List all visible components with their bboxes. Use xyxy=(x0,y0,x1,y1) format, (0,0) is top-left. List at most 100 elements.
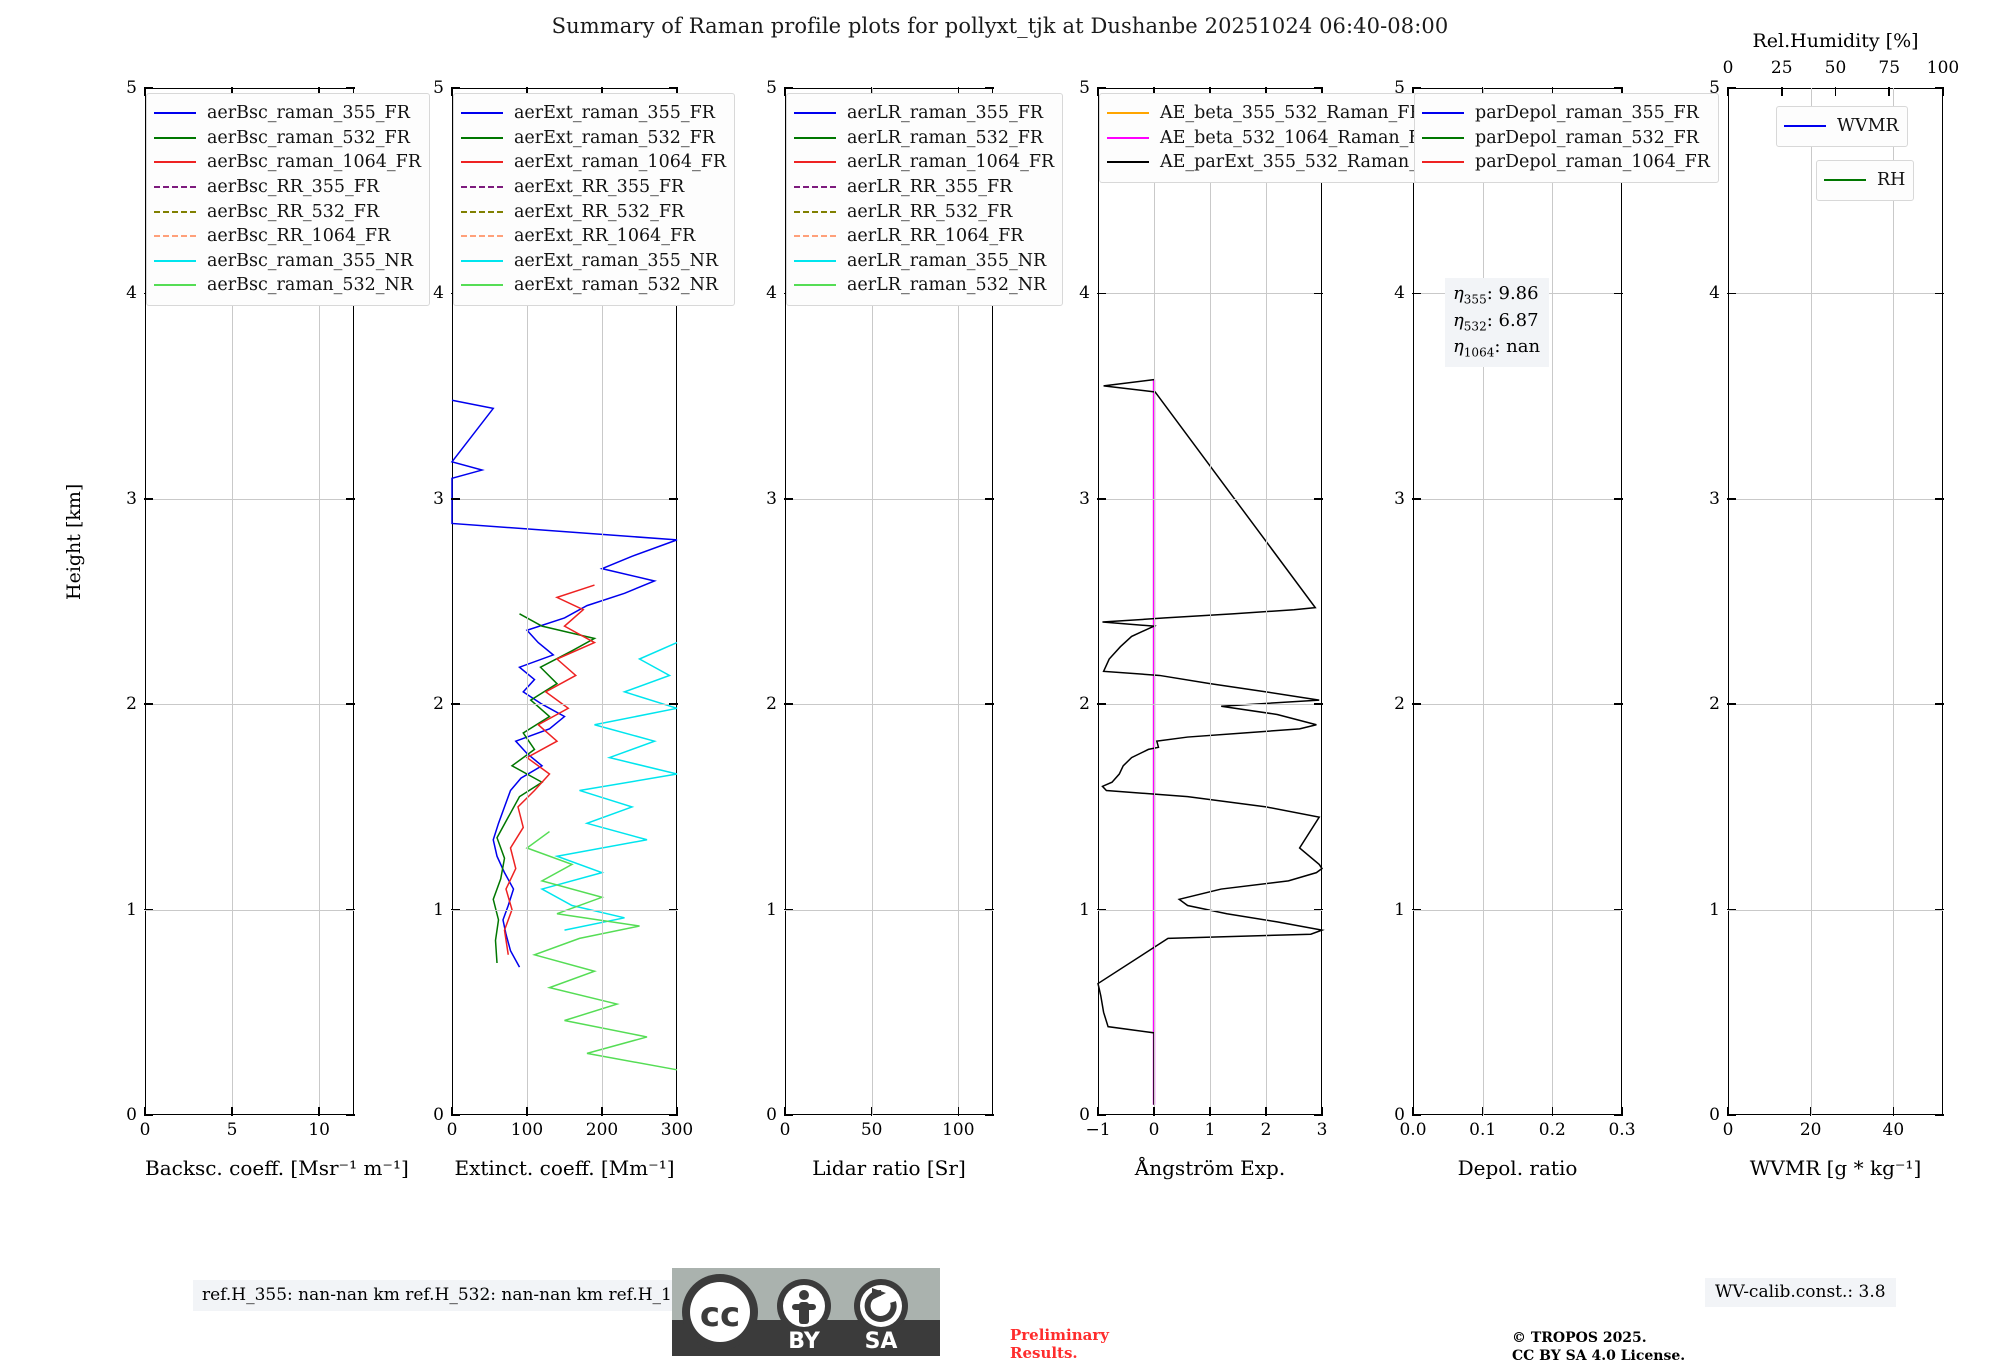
y-axis-tick xyxy=(1412,498,1421,500)
legend-item[interactable]: aerExt_raman_532_FR xyxy=(461,126,726,151)
legend-item[interactable]: aerExt_RR_1064_FR xyxy=(461,224,726,249)
legend-item[interactable]: aerExt_RR_532_FR xyxy=(461,199,726,224)
legend-item[interactable]: aerExt_raman_355_NR xyxy=(461,249,726,274)
y-axis-tick xyxy=(1614,498,1623,500)
gridline-horizontal xyxy=(1728,498,1943,500)
y-axis-tick xyxy=(1727,87,1736,89)
y-axis-tick xyxy=(451,703,460,705)
gridline-vertical xyxy=(1893,88,1895,1115)
legend-label: parDepol_raman_1064_FR xyxy=(1475,152,1710,173)
legend-item[interactable]: aerBsc_RR_532_FR xyxy=(154,199,421,224)
legend-label: aerBsc_RR_532_FR xyxy=(207,201,380,222)
gridline-vertical xyxy=(602,88,603,1115)
legend-item[interactable]: parDepol_raman_1064_FR xyxy=(1422,150,1710,175)
legend-line-swatch xyxy=(794,284,836,287)
cc-sa-label: SA xyxy=(865,1329,898,1354)
y-axis-tick-label: 0 xyxy=(1394,1105,1405,1125)
legend-item[interactable]: aerBsc_RR_355_FR xyxy=(154,175,421,200)
y-axis-tick-label: 1 xyxy=(766,899,777,920)
y-axis-tick-label: 1 xyxy=(1394,899,1405,920)
gridline-vertical xyxy=(1210,88,1211,1115)
panel-extinction: Extinct. coeff. [Mm⁻¹] 0 1 2 3 4 5 0 100 200 300 a… xyxy=(433,78,736,1180)
x-axis-tick-top xyxy=(870,87,873,96)
legend-line-swatch xyxy=(1784,125,1826,128)
legend-angstrom[interactable]: AE_beta_355_532_Raman_FR AE_beta_532_1064… xyxy=(1099,93,1453,183)
legend-item[interactable]: parDepol_raman_355_FR xyxy=(1422,101,1710,126)
y-axis-tick xyxy=(1097,908,1106,911)
legend-item[interactable]: aerExt_raman_532_NR xyxy=(461,273,726,298)
legend-label: aerLR_raman_1064_FR xyxy=(847,152,1055,173)
legend-item[interactable]: RH xyxy=(1824,168,1905,193)
y-axis-tick xyxy=(1935,908,1944,911)
y-axis-tick xyxy=(144,703,153,705)
y-axis-tick-label: 0 xyxy=(766,1105,777,1125)
y-axis-tick-label: 0 xyxy=(1079,1105,1090,1125)
gridline-vertical xyxy=(1552,88,1554,1115)
legend-label: parDepol_raman_355_FR xyxy=(1475,103,1699,124)
gridline-vertical xyxy=(958,88,960,1115)
x-axis-tick-top xyxy=(1265,87,1267,96)
legend-line-swatch xyxy=(154,161,196,164)
legend-extinction[interactable]: aerExt_raman_355_FR aerExt_raman_532_FR ae… xyxy=(453,93,736,306)
legend-depol-ratio[interactable]: parDepol_raman_355_FR parDepol_raman_532_… xyxy=(1414,93,1719,183)
x-axis-tick-top xyxy=(601,87,603,96)
y-axis-tick xyxy=(346,908,355,911)
legend-backscatter[interactable]: aerBsc_raman_355_FR aerBsc_raman_532_FR ae… xyxy=(146,93,430,306)
y-axis-tick xyxy=(451,87,460,89)
legend-item[interactable]: AE_beta_532_1064_Raman_FR xyxy=(1107,126,1443,151)
legend-label: aerLR_raman_532_NR xyxy=(847,275,1047,296)
legend-item[interactable]: aerBsc_raman_355_FR xyxy=(154,101,421,126)
legend-item[interactable]: aerBsc_raman_355_NR xyxy=(154,249,421,274)
y-axis-tick-label: 5 xyxy=(1709,78,1720,98)
x-axis-tick-label: 0.2 xyxy=(1538,1120,1566,1140)
x-axis-tick-top xyxy=(1412,87,1414,96)
preliminary-results-note: Preliminary Results. xyxy=(1010,1326,1109,1363)
legend-line-swatch xyxy=(794,161,836,164)
legend-item[interactable]: aerLR_raman_1064_FR xyxy=(794,150,1054,175)
legend-item[interactable]: aerLR_RR_532_FR xyxy=(794,199,1054,224)
legend-label: parDepol_raman_532_FR xyxy=(1475,127,1699,148)
legend-wvmr[interactable]: WVMR xyxy=(1776,106,1908,147)
legend-item[interactable]: aerLR_raman_532_FR xyxy=(794,126,1054,151)
legend-item[interactable]: aerLR_raman_355_FR xyxy=(794,101,1054,126)
y-axis-tick xyxy=(451,908,460,911)
legend-item[interactable]: AE_beta_355_532_Raman_FR xyxy=(1107,101,1443,126)
legend-item[interactable]: aerBsc_raman_532_FR xyxy=(154,126,421,151)
legend-item[interactable]: aerLR_RR_355_FR xyxy=(794,175,1054,200)
x-axis-tick-label: 10 xyxy=(308,1120,330,1140)
legend-item[interactable]: aerBsc_raman_532_NR xyxy=(154,273,421,298)
y-axis-tick xyxy=(784,87,793,89)
y-axis-tick-label: 4 xyxy=(1709,283,1720,304)
y-axis-tick xyxy=(1935,703,1944,705)
legend-label: RH xyxy=(1877,170,1906,191)
legend-rh[interactable]: RH xyxy=(1816,160,1915,201)
legend-item[interactable]: aerBsc_raman_1064_FR xyxy=(154,150,421,175)
legend-lidar-ratio[interactable]: aerLR_raman_355_FR aerLR_raman_532_FR aerL… xyxy=(786,93,1064,306)
x-axis-tick xyxy=(601,1107,603,1116)
y-axis-tick xyxy=(451,498,460,500)
legend-item[interactable]: aerExt_RR_355_FR xyxy=(461,175,726,200)
x-axis-label: Lidar ratio [Sr] xyxy=(812,1156,966,1180)
gridline-vertical xyxy=(871,88,873,1115)
legend-item[interactable]: aerLR_RR_1064_FR xyxy=(794,224,1054,249)
y-axis-tick-label: 5 xyxy=(433,78,444,98)
legend-item[interactable]: aerLR_raman_532_NR xyxy=(794,273,1054,298)
legend-item[interactable]: parDepol_raman_532_FR xyxy=(1422,126,1710,151)
legend-item[interactable]: aerExt_raman_355_FR xyxy=(461,101,726,126)
x-axis-tick xyxy=(957,1107,960,1116)
y-axis-tick xyxy=(985,87,994,89)
gridline-vertical xyxy=(319,88,321,1115)
legend-item[interactable]: aerLR_raman_355_NR xyxy=(794,249,1054,274)
x-axis-tick-top xyxy=(1321,87,1323,96)
data-series-AE_parExt_355_532_Raman_FR xyxy=(1098,380,1322,1105)
y-axis-tick xyxy=(1614,1114,1623,1116)
y-axis-tick xyxy=(1614,87,1623,89)
y-axis-tick xyxy=(1097,87,1106,89)
legend-item[interactable]: aerBsc_RR_1064_FR xyxy=(154,224,421,249)
legend-item[interactable]: WVMR xyxy=(1784,114,1899,139)
x-axis-label: Depol. ratio xyxy=(1457,1156,1578,1180)
legend-item[interactable]: AE_parExt_355_532_Raman_FR xyxy=(1107,150,1443,175)
legend-item[interactable]: aerExt_raman_1064_FR xyxy=(461,150,726,175)
legend-line-swatch xyxy=(794,136,836,139)
gridline-vertical xyxy=(232,88,234,1115)
